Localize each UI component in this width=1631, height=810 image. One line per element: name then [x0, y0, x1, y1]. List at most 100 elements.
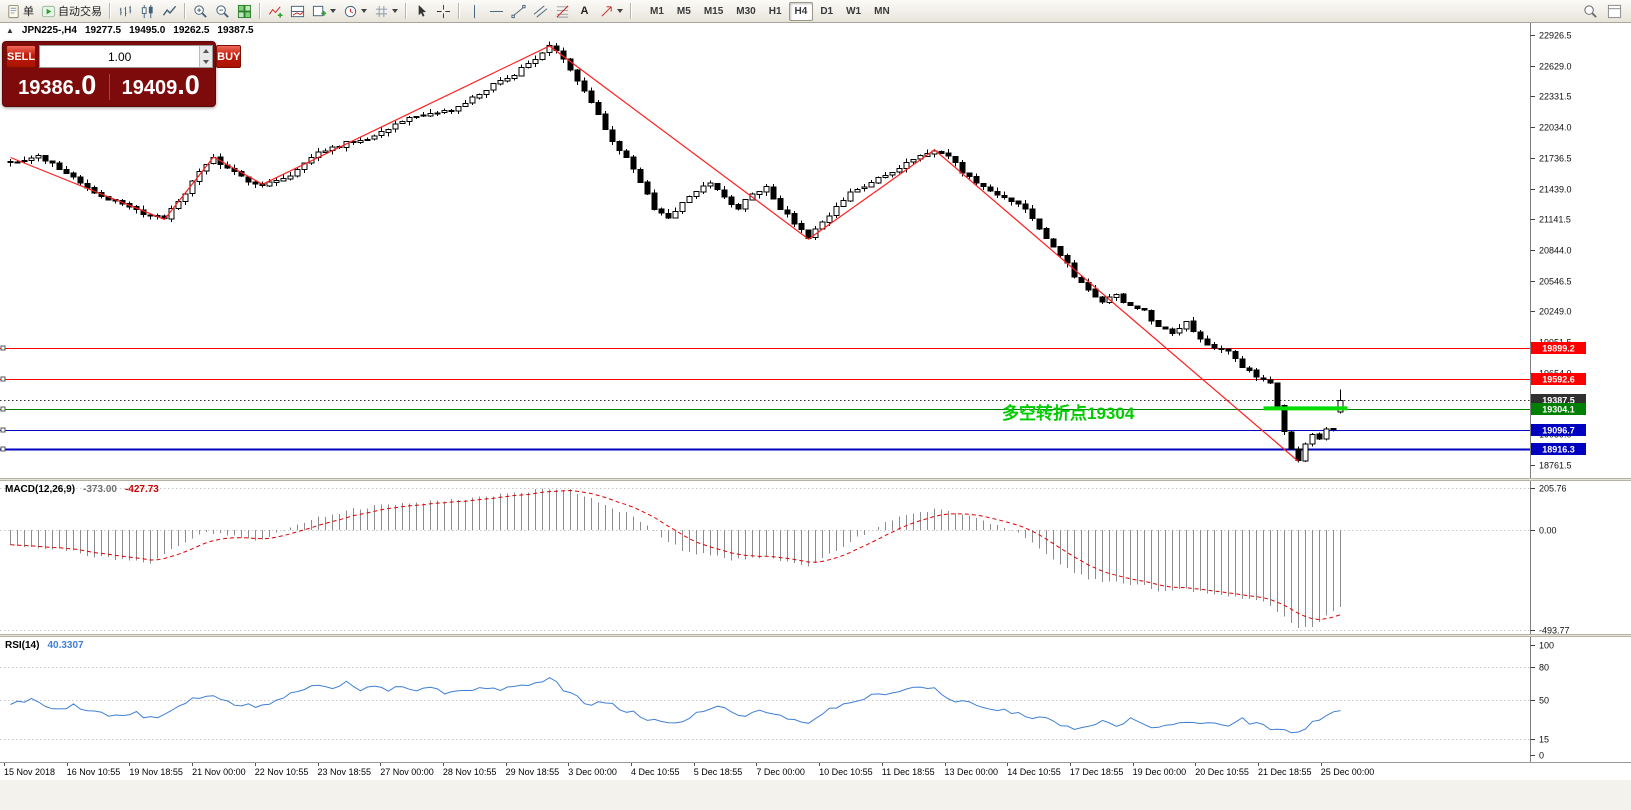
buy-price: 19409.0 — [121, 70, 200, 100]
autotrade-icon — [41, 5, 56, 17]
volume-down-button[interactable] — [200, 56, 213, 67]
macd-label: MACD(12,26,9) -373.00 -427.73 — [5, 484, 159, 495]
panel-separator[interactable] — [0, 634, 1631, 637]
time-axis-label: 19 Dec 00:00 — [1132, 767, 1187, 777]
time-axis-tick — [254, 763, 256, 766]
macd-panel[interactable]: 205.76 0.00 -493.77 MACD(12,26,9) -373.00 … — [0, 481, 1631, 634]
indicators-button[interactable] — [265, 1, 286, 21]
time-axis-tick — [129, 763, 131, 766]
period-button[interactable] — [340, 1, 370, 21]
svg-text:18761.5: 18761.5 — [1539, 461, 1572, 471]
svg-text:18916.3: 18916.3 — [1542, 445, 1575, 455]
time-axis-tick — [4, 763, 5, 766]
rsi-line — [10, 677, 1341, 734]
time-axis-label: 4 Dec 10:55 — [631, 767, 680, 777]
sell-button[interactable]: SELL — [6, 45, 37, 68]
time-axis-tick — [1258, 763, 1259, 766]
timeframe-m5[interactable]: M5 — [676, 5, 691, 17]
dropdown-caret-icon — [392, 9, 398, 13]
arrows-tool-button[interactable] — [596, 1, 626, 21]
time-axis-tick — [944, 763, 946, 766]
svg-text:20546.5: 20546.5 — [1539, 277, 1572, 287]
crosshair-icon — [436, 4, 451, 18]
timeframe-d1[interactable]: D1 — [820, 5, 834, 17]
time-axis-tick — [380, 763, 382, 766]
main-chart-panel[interactable]: 22926.5 22629.0 22331.5 22034.0 21736.5 21439… — [0, 23, 1631, 478]
time-axis-label: 27 Nov 00:00 — [380, 767, 434, 777]
new-order-button[interactable]: 单 — [3, 1, 37, 21]
channel-icon — [533, 5, 548, 17]
time-axis[interactable]: 15 Nov 2018 16 Nov 10:55 19 Nov 18:55 21 No… — [0, 762, 1631, 780]
timeframe-group: M1 M5 M15 M30 H1 H4 D1 W1 MN — [644, 1, 896, 21]
svg-text:20844.0: 20844.0 — [1539, 246, 1572, 256]
timeframe-m15[interactable]: M15 — [703, 5, 724, 17]
volume-up-button[interactable] — [200, 46, 213, 57]
toolbar-separator — [109, 3, 111, 19]
timeframe-h4[interactable]: H4 — [788, 1, 814, 21]
search-icon — [1584, 4, 1597, 18]
rsi-name: RSI(14) — [5, 640, 40, 651]
volume-spinner — [199, 46, 213, 67]
zoom-in-button[interactable] — [190, 1, 211, 21]
oct-collapse-icon[interactable]: ▲ — [6, 26, 14, 35]
autotrade-button[interactable]: 自动交易 — [38, 1, 105, 21]
bar-chart-button[interactable] — [115, 1, 136, 21]
timeframe-w1[interactable]: W1 — [846, 5, 862, 17]
zoom-out-button[interactable] — [212, 1, 233, 21]
tile-windows-button[interactable] — [234, 1, 255, 21]
rsi-scale: 100 80 50 15 0 — [1530, 637, 1554, 762]
crosshair-button[interactable] — [433, 1, 454, 21]
svg-text:80: 80 — [1539, 663, 1549, 673]
svg-text:19304.1: 19304.1 — [1542, 405, 1575, 415]
time-axis-label: 13 Dec 00:00 — [944, 767, 999, 777]
fibonacci-tool-button[interactable] — [552, 1, 573, 21]
svg-text:22331.5: 22331.5 — [1539, 92, 1572, 102]
chart-symbol-period: JPN225-,H4 — [21, 25, 77, 36]
panel-separator[interactable] — [0, 478, 1631, 481]
svg-text:15: 15 — [1539, 735, 1549, 745]
time-axis-label: 25 Dec 00:00 — [1320, 767, 1375, 777]
time-axis-label: 5 Dec 18:55 — [693, 767, 743, 777]
svg-text:19387.5: 19387.5 — [1542, 396, 1575, 406]
price-chart-canvas[interactable]: 22926.5 22629.0 22331.5 22034.0 21736.5 21439… — [0, 23, 1631, 478]
timeframe-m1[interactable]: M1 — [650, 5, 664, 17]
indicator-window-icon — [290, 5, 305, 17]
grid-settings-button[interactable] — [371, 1, 401, 21]
toolbar-separator — [458, 3, 460, 19]
horizontal-lines — [0, 345, 1530, 452]
search-button[interactable] — [1580, 1, 1601, 21]
spin-down-icon — [203, 59, 210, 64]
rsi-canvas: 100 80 50 15 0 — [0, 637, 1554, 762]
window-list-button[interactable] — [1604, 1, 1625, 21]
buy-button[interactable]: BUY — [216, 45, 242, 68]
cursor-button[interactable] — [411, 1, 432, 21]
vertical-line-tool-button[interactable] — [464, 1, 485, 21]
template-button[interactable] — [309, 1, 339, 21]
text-tool-button[interactable]: A — [574, 1, 595, 21]
sell-price: 19386.0 — [18, 70, 97, 100]
channel-tool-button[interactable] — [530, 1, 551, 21]
time-axis-label: 11 Dec 18:55 — [881, 767, 935, 777]
trendline-tool-button[interactable] — [508, 1, 529, 21]
svg-text:19096.7: 19096.7 — [1542, 426, 1575, 436]
price-line-label — [1531, 403, 1586, 415]
ohlc-close: 19387.5 — [217, 25, 254, 36]
macd-name: MACD(12,26,9) — [5, 484, 76, 495]
time-axis-label: 19 Nov 18:55 — [129, 767, 183, 777]
line-chart-button[interactable] — [159, 1, 180, 21]
timeframe-h1[interactable]: H1 — [768, 5, 782, 17]
candlestick-chart-icon — [141, 4, 153, 18]
indicator-window-button[interactable] — [287, 1, 308, 21]
time-axis-label: 15 Nov 2018 — [4, 767, 56, 777]
volume-input[interactable] — [40, 46, 200, 67]
horizontal-line-tool-button[interactable] — [486, 1, 507, 21]
timeframe-m30[interactable]: M30 — [736, 5, 756, 17]
macd-histogram — [10, 488, 1341, 629]
time-axis-tick — [66, 763, 68, 766]
timeframe-mn[interactable]: MN — [874, 5, 890, 17]
candlestick-chart-button[interactable] — [137, 1, 158, 21]
zoom-out-icon — [216, 4, 229, 18]
rsi-panel[interactable]: 100 80 50 15 0 RSI(14) 40.3307 — [0, 637, 1631, 762]
new-order-label: 单 — [23, 6, 34, 18]
